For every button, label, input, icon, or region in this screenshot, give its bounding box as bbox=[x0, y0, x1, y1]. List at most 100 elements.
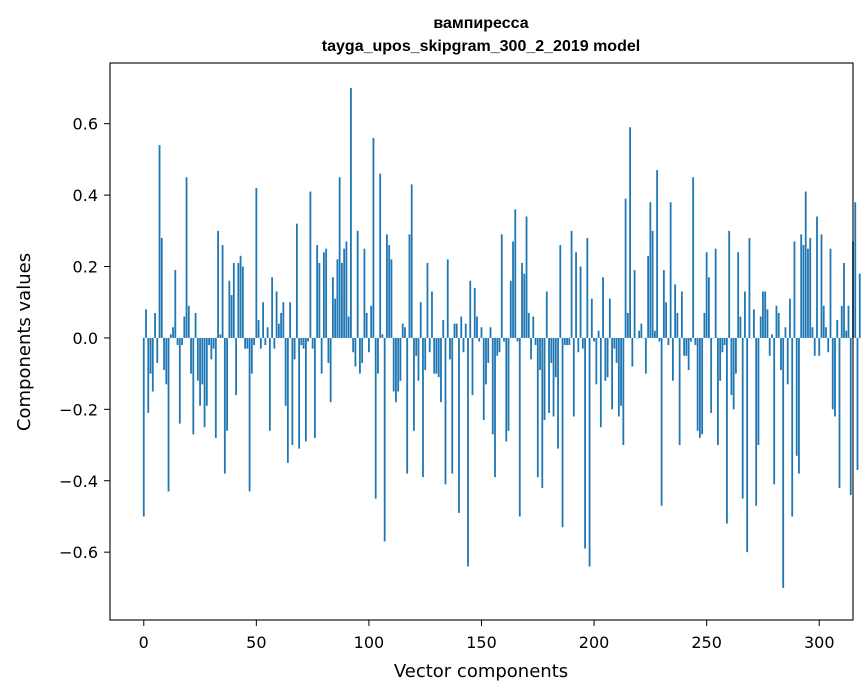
y-tick-label: 0.2 bbox=[73, 258, 98, 277]
x-tick-label: 300 bbox=[804, 633, 835, 652]
bar bbox=[512, 241, 514, 338]
bar bbox=[593, 337, 595, 342]
bar bbox=[165, 337, 168, 385]
bar bbox=[764, 291, 767, 338]
bar bbox=[226, 337, 228, 431]
bar bbox=[275, 291, 278, 338]
bar bbox=[264, 337, 267, 346]
bar bbox=[462, 337, 465, 353]
bar bbox=[579, 266, 582, 338]
bar bbox=[395, 337, 397, 403]
bar bbox=[699, 337, 701, 438]
bar bbox=[759, 316, 762, 338]
bar bbox=[838, 337, 841, 488]
bar bbox=[703, 312, 706, 338]
bar bbox=[744, 291, 746, 338]
bar bbox=[559, 245, 562, 338]
bar bbox=[235, 337, 237, 396]
bar bbox=[608, 298, 611, 338]
bar bbox=[735, 337, 737, 374]
bar bbox=[631, 337, 634, 367]
y-tick-label: −0.2 bbox=[59, 400, 98, 419]
bar bbox=[410, 184, 413, 338]
bar bbox=[471, 337, 474, 396]
bar bbox=[257, 320, 260, 338]
x-tick-label: 0 bbox=[139, 633, 149, 652]
bar bbox=[338, 177, 341, 338]
bar bbox=[158, 145, 161, 338]
bar bbox=[446, 259, 449, 338]
bar bbox=[183, 316, 186, 338]
bar bbox=[552, 337, 555, 417]
bar bbox=[417, 337, 420, 381]
bar bbox=[658, 337, 661, 342]
bar bbox=[298, 337, 301, 449]
bar bbox=[176, 337, 179, 346]
bar bbox=[295, 223, 298, 338]
bar bbox=[613, 337, 616, 349]
bar bbox=[708, 277, 710, 338]
bar bbox=[595, 337, 598, 385]
bar bbox=[476, 316, 478, 338]
bar bbox=[599, 337, 602, 428]
bar bbox=[203, 337, 206, 428]
bar bbox=[397, 337, 400, 392]
bar bbox=[325, 248, 328, 338]
bar bbox=[687, 337, 690, 371]
bar bbox=[149, 337, 152, 374]
y-axis: 0.6 0.4 0.2 0.0 −0.2 −0.4 −0.6 bbox=[59, 115, 110, 562]
x-tick-label: 50 bbox=[246, 633, 266, 652]
y-tick-label: 0.6 bbox=[73, 115, 98, 134]
bar bbox=[190, 337, 192, 374]
bar bbox=[847, 305, 850, 338]
bar bbox=[714, 248, 717, 338]
bar bbox=[320, 337, 323, 374]
bar bbox=[156, 337, 159, 363]
bar bbox=[804, 191, 807, 338]
bar bbox=[822, 305, 825, 338]
bar bbox=[667, 337, 670, 346]
bar bbox=[241, 266, 244, 338]
bar bbox=[617, 337, 620, 417]
bar bbox=[849, 337, 852, 496]
bar bbox=[572, 337, 575, 417]
bar bbox=[834, 337, 836, 417]
y-tick-label: 0.0 bbox=[73, 329, 98, 348]
bar bbox=[856, 337, 859, 471]
bar bbox=[539, 337, 541, 371]
bar bbox=[840, 305, 843, 338]
bar bbox=[550, 337, 553, 363]
bar bbox=[205, 337, 208, 406]
bar bbox=[795, 337, 798, 456]
bar bbox=[554, 337, 557, 378]
plot-frame bbox=[109, 62, 854, 621]
bar bbox=[244, 337, 246, 349]
bar bbox=[717, 337, 719, 446]
bar bbox=[807, 248, 809, 338]
bar bbox=[791, 337, 794, 517]
bar bbox=[825, 327, 827, 338]
bar bbox=[467, 337, 469, 567]
bar bbox=[370, 305, 373, 338]
bar bbox=[660, 337, 663, 506]
bar bbox=[313, 337, 316, 438]
bar bbox=[246, 337, 249, 349]
bar bbox=[638, 330, 641, 338]
bar bbox=[408, 234, 411, 338]
bar bbox=[680, 291, 683, 338]
bar bbox=[482, 337, 485, 421]
bar bbox=[212, 337, 215, 349]
bar bbox=[494, 337, 496, 478]
bar bbox=[739, 316, 742, 338]
bar bbox=[194, 312, 197, 338]
y-tick-label: 0.4 bbox=[73, 186, 98, 205]
bar bbox=[676, 312, 679, 338]
bar bbox=[178, 337, 181, 424]
bar bbox=[509, 280, 512, 338]
bar bbox=[843, 262, 845, 338]
bar bbox=[154, 312, 156, 338]
bar bbox=[390, 259, 393, 338]
bar bbox=[174, 270, 177, 338]
bar bbox=[726, 337, 728, 524]
bar bbox=[818, 337, 821, 356]
